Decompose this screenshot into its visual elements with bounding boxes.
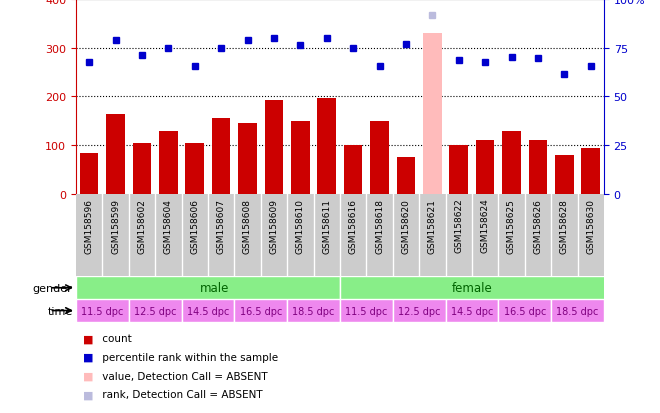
Text: GSM158607: GSM158607 (216, 198, 226, 253)
Text: 14.5 dpc: 14.5 dpc (187, 306, 229, 316)
Text: GSM158624: GSM158624 (480, 198, 490, 253)
Text: GSM158608: GSM158608 (243, 198, 252, 253)
Text: GSM158616: GSM158616 (348, 198, 358, 253)
Text: 12.5 dpc: 12.5 dpc (134, 306, 176, 316)
Bar (185, 143, 204, 194)
Text: GSM158602: GSM158602 (137, 198, 147, 253)
Text: 16.5 dpc: 16.5 dpc (240, 306, 282, 316)
Text: GSM158609: GSM158609 (269, 198, 279, 253)
Bar (159, 132, 178, 194)
Text: 18.5 dpc: 18.5 dpc (556, 306, 599, 316)
Bar (529, 141, 547, 194)
Bar (106, 115, 125, 194)
Text: percentile rank within the sample: percentile rank within the sample (99, 352, 278, 362)
Text: male: male (200, 282, 229, 294)
Bar (234, 299, 287, 322)
Bar (423, 34, 442, 194)
Bar (476, 141, 494, 194)
Text: GSM158610: GSM158610 (296, 198, 305, 253)
Text: ■: ■ (82, 352, 93, 362)
Text: 14.5 dpc: 14.5 dpc (451, 306, 493, 316)
Bar (212, 119, 230, 194)
Bar (291, 121, 310, 194)
Bar (133, 143, 151, 194)
Text: GSM158618: GSM158618 (375, 198, 384, 253)
Text: GSM158596: GSM158596 (84, 198, 94, 253)
Text: 12.5 dpc: 12.5 dpc (398, 306, 440, 316)
Bar (370, 121, 389, 194)
Text: time: time (48, 306, 73, 316)
Bar (498, 299, 551, 322)
Bar (446, 299, 498, 322)
Bar (80, 154, 98, 194)
Text: GSM158625: GSM158625 (507, 198, 516, 253)
Bar (287, 299, 340, 322)
Bar (340, 299, 393, 322)
Text: value, Detection Call = ABSENT: value, Detection Call = ABSENT (99, 371, 267, 381)
Bar (449, 145, 468, 194)
Bar (340, 277, 617, 299)
Text: GSM158606: GSM158606 (190, 198, 199, 253)
Text: gender: gender (33, 283, 73, 293)
Text: ■: ■ (82, 334, 93, 344)
Text: GSM158611: GSM158611 (322, 198, 331, 253)
Text: GSM158630: GSM158630 (586, 198, 595, 253)
Text: GSM158621: GSM158621 (428, 198, 437, 253)
Bar (76, 277, 340, 299)
Bar (344, 145, 362, 194)
Text: GSM158622: GSM158622 (454, 198, 463, 253)
Bar (555, 155, 574, 194)
Bar (129, 299, 182, 322)
Bar (76, 299, 129, 322)
Bar (502, 132, 521, 194)
Text: 11.5 dpc: 11.5 dpc (345, 306, 387, 316)
Bar (317, 99, 336, 194)
Text: ■: ■ (82, 389, 93, 399)
Text: GSM158626: GSM158626 (533, 198, 543, 253)
Bar (397, 158, 415, 194)
Bar (581, 149, 600, 194)
Text: 16.5 dpc: 16.5 dpc (504, 306, 546, 316)
Text: 11.5 dpc: 11.5 dpc (81, 306, 123, 316)
Text: GSM158604: GSM158604 (164, 198, 173, 253)
Text: ■: ■ (82, 371, 93, 381)
Bar (182, 299, 234, 322)
Text: rank, Detection Call = ABSENT: rank, Detection Call = ABSENT (99, 389, 263, 399)
Text: count: count (99, 334, 132, 344)
Text: 18.5 dpc: 18.5 dpc (292, 306, 335, 316)
Text: GSM158599: GSM158599 (111, 198, 120, 253)
Text: GSM158620: GSM158620 (401, 198, 411, 253)
Text: GSM158628: GSM158628 (560, 198, 569, 253)
Bar (265, 100, 283, 194)
Bar (393, 299, 446, 322)
Bar (238, 124, 257, 194)
Text: female: female (451, 282, 492, 294)
Bar (551, 299, 604, 322)
